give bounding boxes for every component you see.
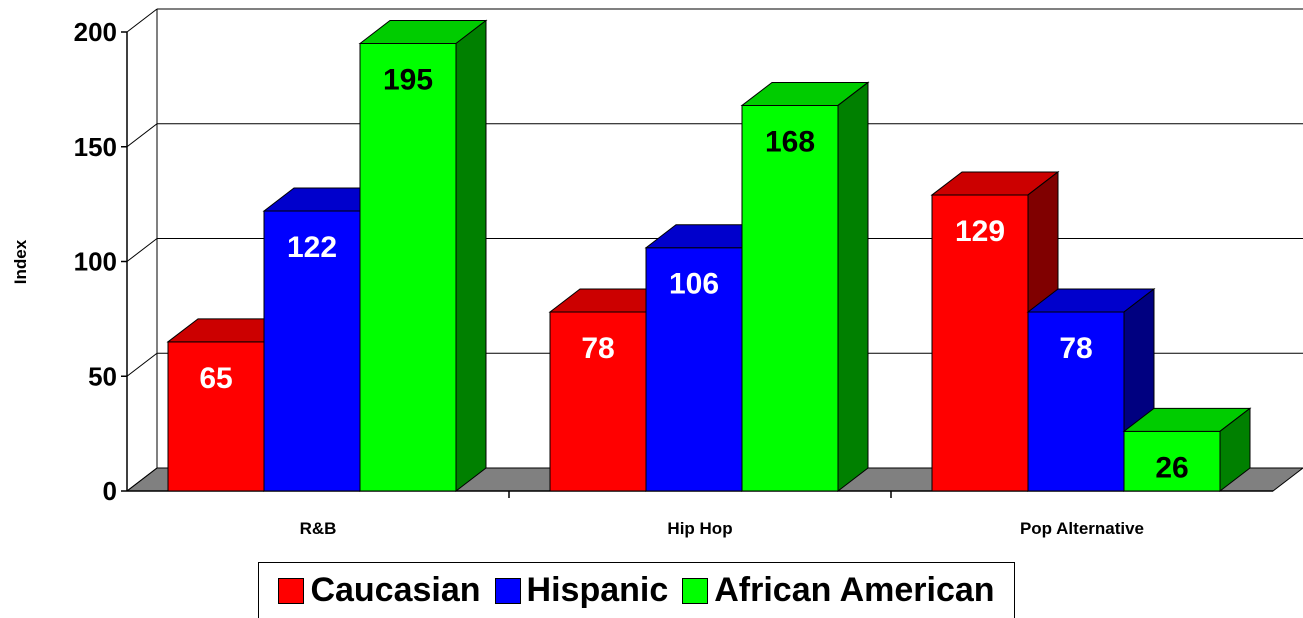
y-tick-label: 150	[74, 132, 117, 162]
bar-front	[1123, 430, 1221, 492]
y-tick-label: 0	[103, 476, 117, 506]
bar-front	[741, 104, 839, 492]
y-tick-depth	[126, 238, 158, 262]
x-tick-label: Pop Alternative	[1020, 519, 1144, 538]
y-tick-label: 50	[88, 361, 117, 391]
bar-chart: Index 0 50 100 150 200 R&B 65 122 195 Hip Hop 78 10…	[11, 8, 1303, 538]
data-label: 78	[581, 332, 614, 365]
bar-front	[167, 341, 265, 492]
data-label: 168	[765, 125, 815, 158]
bar-front	[645, 247, 743, 492]
legend-label: Caucasian	[310, 571, 481, 609]
y-tick-depth	[126, 352, 158, 377]
y-axis-title: Index	[11, 239, 30, 284]
legend-swatch	[494, 577, 521, 604]
legend-label: Hispanic	[526, 571, 669, 609]
bar-side	[837, 81, 869, 493]
legend-item: Caucasian	[278, 571, 481, 610]
legend-swatch	[278, 577, 305, 604]
legend: Caucasian Hispanic African American	[258, 562, 1015, 618]
legend-swatch	[682, 577, 709, 604]
bar	[1122, 407, 1252, 493]
legend-item: Hispanic	[494, 571, 669, 610]
bar-front	[359, 42, 457, 492]
y-tick-label: 200	[74, 17, 117, 47]
bar-front	[931, 194, 1029, 492]
data-label: 78	[1059, 332, 1092, 365]
bar-side	[1219, 407, 1251, 493]
legend-item: African American	[682, 571, 995, 610]
x-tick-label: Hip Hop	[667, 519, 732, 538]
data-label: 195	[383, 63, 433, 96]
bar-front	[1027, 311, 1125, 492]
data-label: 122	[287, 231, 337, 264]
bar-side	[455, 19, 487, 493]
y-tick-depth	[126, 123, 158, 148]
bar	[740, 81, 870, 493]
x-tick-label: R&B	[300, 519, 337, 538]
y-tick-label: 100	[74, 247, 117, 277]
data-label: 106	[669, 268, 719, 301]
bar	[358, 19, 488, 493]
y-tick-depth	[126, 8, 158, 33]
data-label: 65	[199, 362, 232, 395]
data-label: 129	[955, 215, 1005, 248]
data-label: 26	[1155, 451, 1188, 484]
y-tick-depth	[126, 467, 158, 492]
legend-label: African American	[714, 571, 995, 609]
bar-front	[549, 311, 647, 492]
